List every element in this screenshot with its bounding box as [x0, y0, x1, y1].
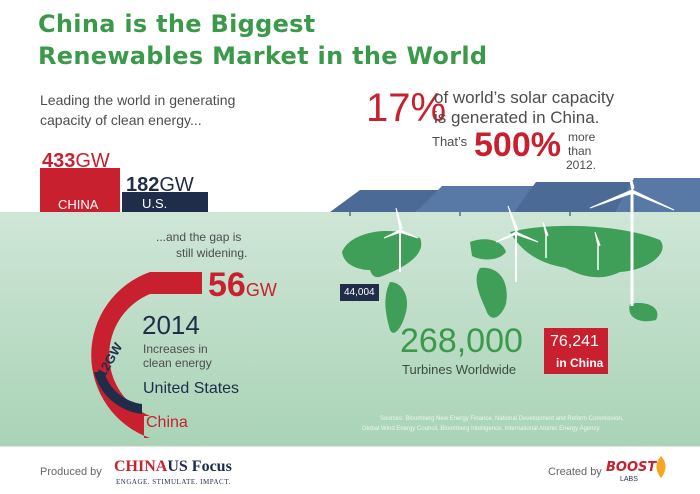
- solar-line-1: of world’s solar capacity: [434, 88, 615, 107]
- footer-bar: [0, 446, 700, 494]
- gap-line-2: still widening.: [176, 246, 248, 260]
- china-bar-label: CHINA: [58, 197, 99, 212]
- china-capacity-bar: [40, 168, 120, 212]
- china-increase-label: China: [146, 414, 188, 431]
- headline-line-1: China is the Biggest: [38, 10, 316, 38]
- increase-arc-graphic: [91, 272, 202, 438]
- us-bar-label: U.S.: [142, 196, 168, 211]
- solar-percent: 17%: [366, 86, 447, 130]
- china-capacity-value: 433GW: [42, 150, 110, 172]
- us-capacity-bar: [122, 192, 208, 212]
- turbine-total-caption: Turbines Worldwide: [402, 362, 517, 377]
- produced-by-label: Produced by: [40, 466, 102, 478]
- solar-more: more: [568, 130, 596, 144]
- world-map: [342, 225, 663, 333]
- intro-line-2: capacity of clean energy...: [40, 112, 202, 128]
- headline-line-2: Renewables Market in the World: [38, 42, 488, 70]
- us-turbine-count: 44,004: [340, 284, 379, 301]
- increase-caption-1: Increases in: [143, 342, 208, 356]
- sources-line-1: Sources: Bloomberg New Energy Finance, N…: [380, 416, 624, 422]
- created-by-label: Created by: [548, 466, 602, 478]
- intro-line-1: Leading the world in generating: [40, 92, 236, 108]
- us-increase-band: [94, 372, 142, 414]
- solar-growth-percent: 500%: [474, 126, 561, 164]
- us-increase-label: United States: [143, 380, 240, 397]
- solar-than: than: [568, 144, 592, 158]
- increase-year: 2014: [142, 310, 200, 340]
- us-capacity-value: 182GW: [126, 174, 194, 196]
- china-turbine-box: [544, 328, 608, 374]
- china-increase-value: 56GW: [208, 266, 277, 304]
- solar-thats: That’s: [432, 134, 468, 149]
- solar-year: 2012.: [566, 158, 597, 172]
- turbine-total: 268,000: [400, 322, 523, 360]
- sources-line-2: Global Wind Energy Council, Bloomberg In…: [362, 426, 600, 432]
- gap-line-1: ...and the gap is: [156, 230, 242, 244]
- solar-line-2: is generated in China.: [434, 108, 600, 127]
- solar-panels-graphic: [330, 178, 700, 216]
- china-us-focus-tagline: ENGAGE. STIMULATE. IMPACT.: [116, 478, 231, 486]
- increase-caption-2: clean energy: [143, 356, 212, 370]
- boost-labs-logo[interactable]: BOOST LABS: [606, 460, 657, 483]
- china-turbine-label: in China: [556, 356, 604, 370]
- flame-icon: [656, 456, 666, 478]
- china-us-focus-logo[interactable]: CHINAUS Focus: [114, 458, 232, 475]
- china-turbine-count: 76,241: [550, 333, 599, 350]
